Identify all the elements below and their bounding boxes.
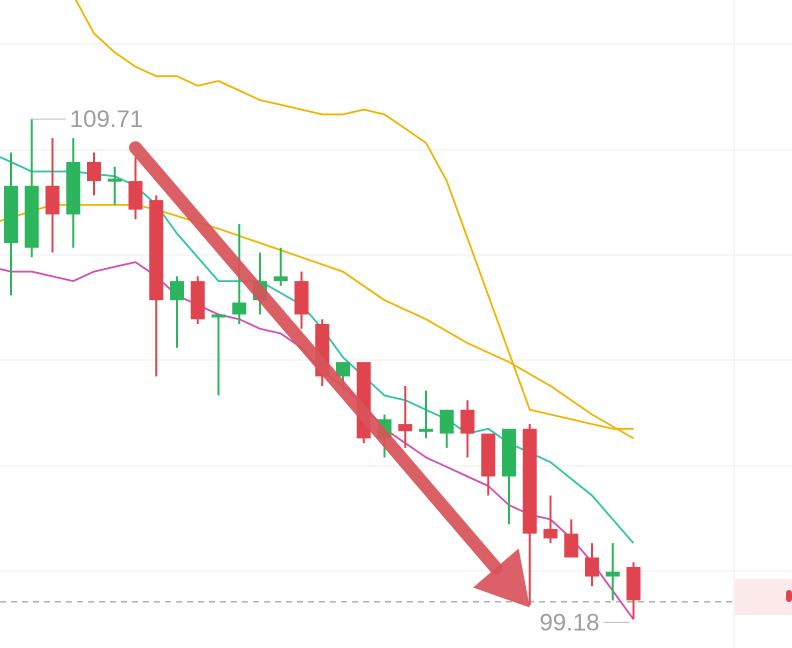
candle-body [522, 428, 537, 534]
candle [294, 271, 309, 329]
candle [522, 424, 537, 606]
candle-body [24, 185, 39, 248]
candle-body [481, 433, 496, 477]
candle [24, 119, 39, 258]
candle-body [66, 162, 81, 215]
trend-arrow-head [473, 548, 530, 608]
trend-arrow-shaft [129, 141, 503, 575]
candle [149, 195, 164, 377]
candle-body [170, 281, 184, 301]
candles [4, 119, 641, 620]
candle-body [419, 428, 433, 432]
candle-body [626, 567, 641, 601]
candle [564, 519, 579, 558]
candle-body [45, 185, 60, 215]
candle [45, 138, 60, 253]
indicator-line-3 [74, 0, 634, 430]
candle [626, 562, 641, 620]
indicator-line-0 [0, 203, 634, 440]
candle-body [439, 409, 454, 434]
candle-body [460, 409, 475, 434]
candle-body [398, 424, 413, 432]
candle-body [502, 428, 516, 477]
candle [585, 543, 599, 587]
candle [66, 138, 81, 248]
candle [128, 157, 143, 220]
candle-body [564, 533, 579, 558]
price-annotations: 109.71 99.18 [31, 106, 630, 636]
candle [460, 400, 475, 458]
price-axis-tag-marker [786, 590, 792, 602]
candle-body [128, 181, 143, 210]
candle-body [87, 162, 101, 182]
candle [4, 152, 18, 296]
candle-body [543, 528, 558, 539]
candle-body [585, 557, 599, 577]
candle-body [107, 178, 122, 182]
candle [502, 428, 516, 525]
candle-body [232, 302, 247, 315]
candle [419, 390, 433, 439]
low-price-label: 99.18 [539, 609, 599, 636]
high-price-label: 109.71 [70, 106, 143, 133]
candle [543, 495, 558, 544]
candle [273, 247, 288, 286]
candle-body [190, 281, 205, 320]
candle [190, 276, 205, 324]
candle-body [336, 362, 350, 377]
candle [107, 166, 122, 205]
candle [170, 276, 184, 348]
candle-body [4, 185, 18, 243]
candle [398, 385, 413, 448]
candle [605, 543, 620, 601]
candle-body [211, 314, 226, 318]
candle [211, 314, 226, 396]
price-axis-tag [735, 579, 792, 615]
candle-body [273, 276, 288, 282]
candle [439, 409, 454, 448]
trend-arrow [129, 141, 530, 608]
candle-body [294, 281, 309, 315]
candle [481, 433, 496, 496]
candle [87, 152, 101, 196]
candle-body [149, 200, 164, 301]
candle-body [605, 571, 620, 577]
